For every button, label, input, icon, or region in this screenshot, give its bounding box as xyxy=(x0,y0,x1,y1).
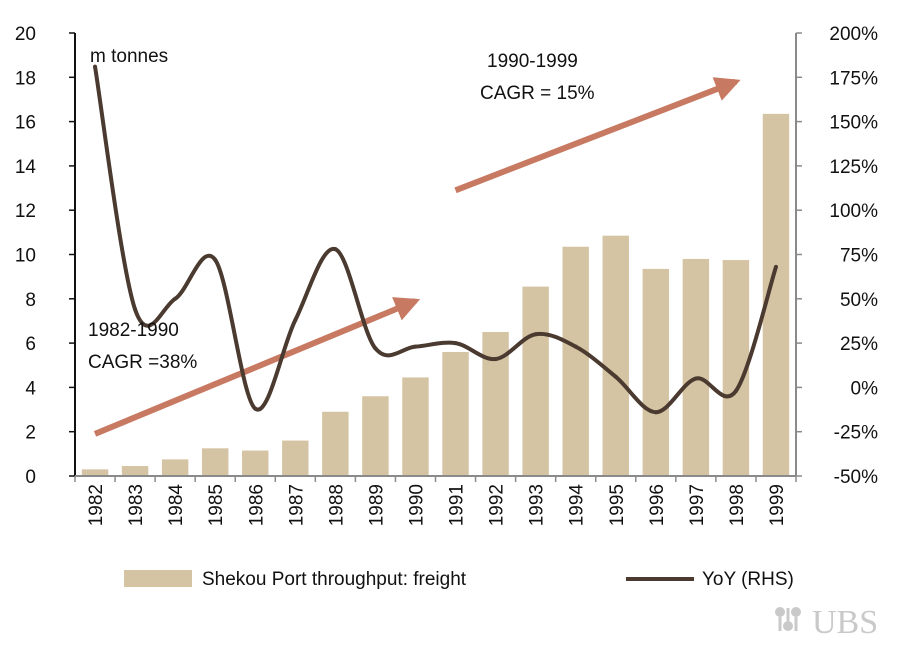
ubs-logo: UBS xyxy=(775,604,878,641)
right-tick-label-50%: 50% xyxy=(840,290,878,311)
right-tick-label-100%: 100% xyxy=(829,201,878,222)
bar-1986 xyxy=(242,450,269,476)
yoy-point-1991 xyxy=(453,341,458,346)
bar-1995 xyxy=(602,235,629,476)
x-tick-label-1986: 1986 xyxy=(246,484,267,526)
ubs-keys-icon xyxy=(775,607,801,631)
bar-1984 xyxy=(161,459,189,476)
bars xyxy=(81,113,790,476)
yoy-point-1995 xyxy=(613,374,618,379)
x-tick-label-1996: 1996 xyxy=(647,484,668,526)
bar-1987 xyxy=(282,440,309,476)
right-tick-label-175%: 175% xyxy=(829,68,878,89)
bar-1985 xyxy=(201,448,229,476)
x-tick-label-1989: 1989 xyxy=(366,484,387,526)
x-tick-label-1992: 1992 xyxy=(487,484,508,526)
x-tick-label-1985: 1985 xyxy=(206,484,227,526)
bar-1989 xyxy=(362,396,389,476)
right-tick-label--50%: -50% xyxy=(834,467,878,488)
x-tick-label-1982: 1982 xyxy=(86,484,107,526)
yoy-point-1984 xyxy=(173,296,178,301)
left-tick-label-18: 18 xyxy=(15,68,36,89)
yoy-point-1992 xyxy=(493,357,498,362)
left-tick-label-2: 2 xyxy=(25,423,36,444)
trend-arrows xyxy=(93,77,741,437)
bar-1988 xyxy=(322,411,349,476)
bar-1990 xyxy=(402,377,429,476)
right-tick-label-25%: 25% xyxy=(840,334,878,355)
bar-1994 xyxy=(562,246,589,476)
left-tick-label-10: 10 xyxy=(15,246,36,267)
bar-1991 xyxy=(442,351,469,476)
x-tick-label-1988: 1988 xyxy=(326,484,347,526)
left-tick-label-6: 6 xyxy=(25,334,36,355)
legend-swatch-bar xyxy=(124,570,192,587)
left-tick-label-20: 20 xyxy=(15,24,36,45)
bar-1997 xyxy=(682,258,710,476)
yoy-point-1994 xyxy=(573,344,578,349)
left-axis-unit-label: m tonnes xyxy=(90,46,168,67)
x-tick-label-1997: 1997 xyxy=(687,484,708,526)
yoy-point-1989 xyxy=(373,346,378,351)
annotation-1990-1999-cagr: CAGR = 15% xyxy=(480,83,595,104)
left-tick-label-12: 12 xyxy=(15,201,36,222)
right-tick-label-200%: 200% xyxy=(829,24,878,45)
right-tick-label-75%: 75% xyxy=(840,246,878,267)
right-tick-label-125%: 125% xyxy=(829,157,878,178)
x-tick-label-1998: 1998 xyxy=(727,484,748,526)
yoy-line-series xyxy=(93,64,778,415)
trend-arrow-2 xyxy=(454,77,741,194)
yoy-point-1993 xyxy=(533,332,538,337)
yoy-point-1983 xyxy=(133,307,138,312)
yoy-point-1997 xyxy=(693,376,698,381)
x-tick-label-1993: 1993 xyxy=(527,484,548,526)
x-tick-label-1999: 1999 xyxy=(767,484,788,526)
right-tick-label--25%: -25% xyxy=(834,423,878,444)
yoy-point-1986 xyxy=(253,406,258,411)
yoy-point-1987 xyxy=(293,318,298,323)
annotation-1982-1990-cagr: CAGR =38% xyxy=(88,352,197,373)
left-tick-label-16: 16 xyxy=(15,113,36,134)
yoy-line xyxy=(93,66,778,415)
annotation-1982-1990-period: 1982-1990 xyxy=(88,320,179,341)
right-tick-label-150%: 150% xyxy=(829,113,878,134)
left-tick-label-8: 8 xyxy=(25,290,36,311)
axes: 0 2 4 6 8 10 12 14 16 18 20 -50% -25% 0% 25% 50% 75% 100%… xyxy=(15,24,878,526)
x-tick-label-1991: 1991 xyxy=(447,484,468,526)
left-tick-label-14: 14 xyxy=(15,157,37,178)
bar-1996 xyxy=(642,268,670,476)
yoy-point-1999 xyxy=(773,264,778,269)
trend-arrow-1 xyxy=(93,297,421,437)
bar-1993 xyxy=(522,286,549,476)
x-tick-label-1994: 1994 xyxy=(567,484,588,527)
bar-1983 xyxy=(121,466,149,476)
x-tick-label-1990: 1990 xyxy=(406,484,427,526)
yoy-point-1998 xyxy=(733,388,738,393)
yoy-point-1990 xyxy=(413,344,418,349)
yoy-point-1985 xyxy=(213,257,218,262)
left-tick-label-4: 4 xyxy=(25,378,36,399)
annotation-1990-1999-period: 1990-1999 xyxy=(487,51,578,72)
legend: Shekou Port throughput: freight YoY (RHS… xyxy=(124,569,794,590)
yoy-point-1996 xyxy=(653,410,658,415)
legend-label-bar: Shekou Port throughput: freight xyxy=(202,569,467,590)
right-tick-label-0%: 0% xyxy=(851,378,879,399)
legend-label-line: YoY (RHS) xyxy=(702,569,794,590)
x-tick-label-1987: 1987 xyxy=(286,484,307,526)
ubs-logo-text: UBS xyxy=(812,604,878,641)
left-tick-label-0: 0 xyxy=(25,467,36,488)
x-tick-label-1983: 1983 xyxy=(126,484,147,526)
bar-1982 xyxy=(81,469,109,476)
x-tick-label-1984: 1984 xyxy=(166,484,187,527)
yoy-point-1982 xyxy=(93,64,98,69)
x-tick-label-1995: 1995 xyxy=(607,484,628,526)
yoy-point-1988 xyxy=(333,247,338,252)
